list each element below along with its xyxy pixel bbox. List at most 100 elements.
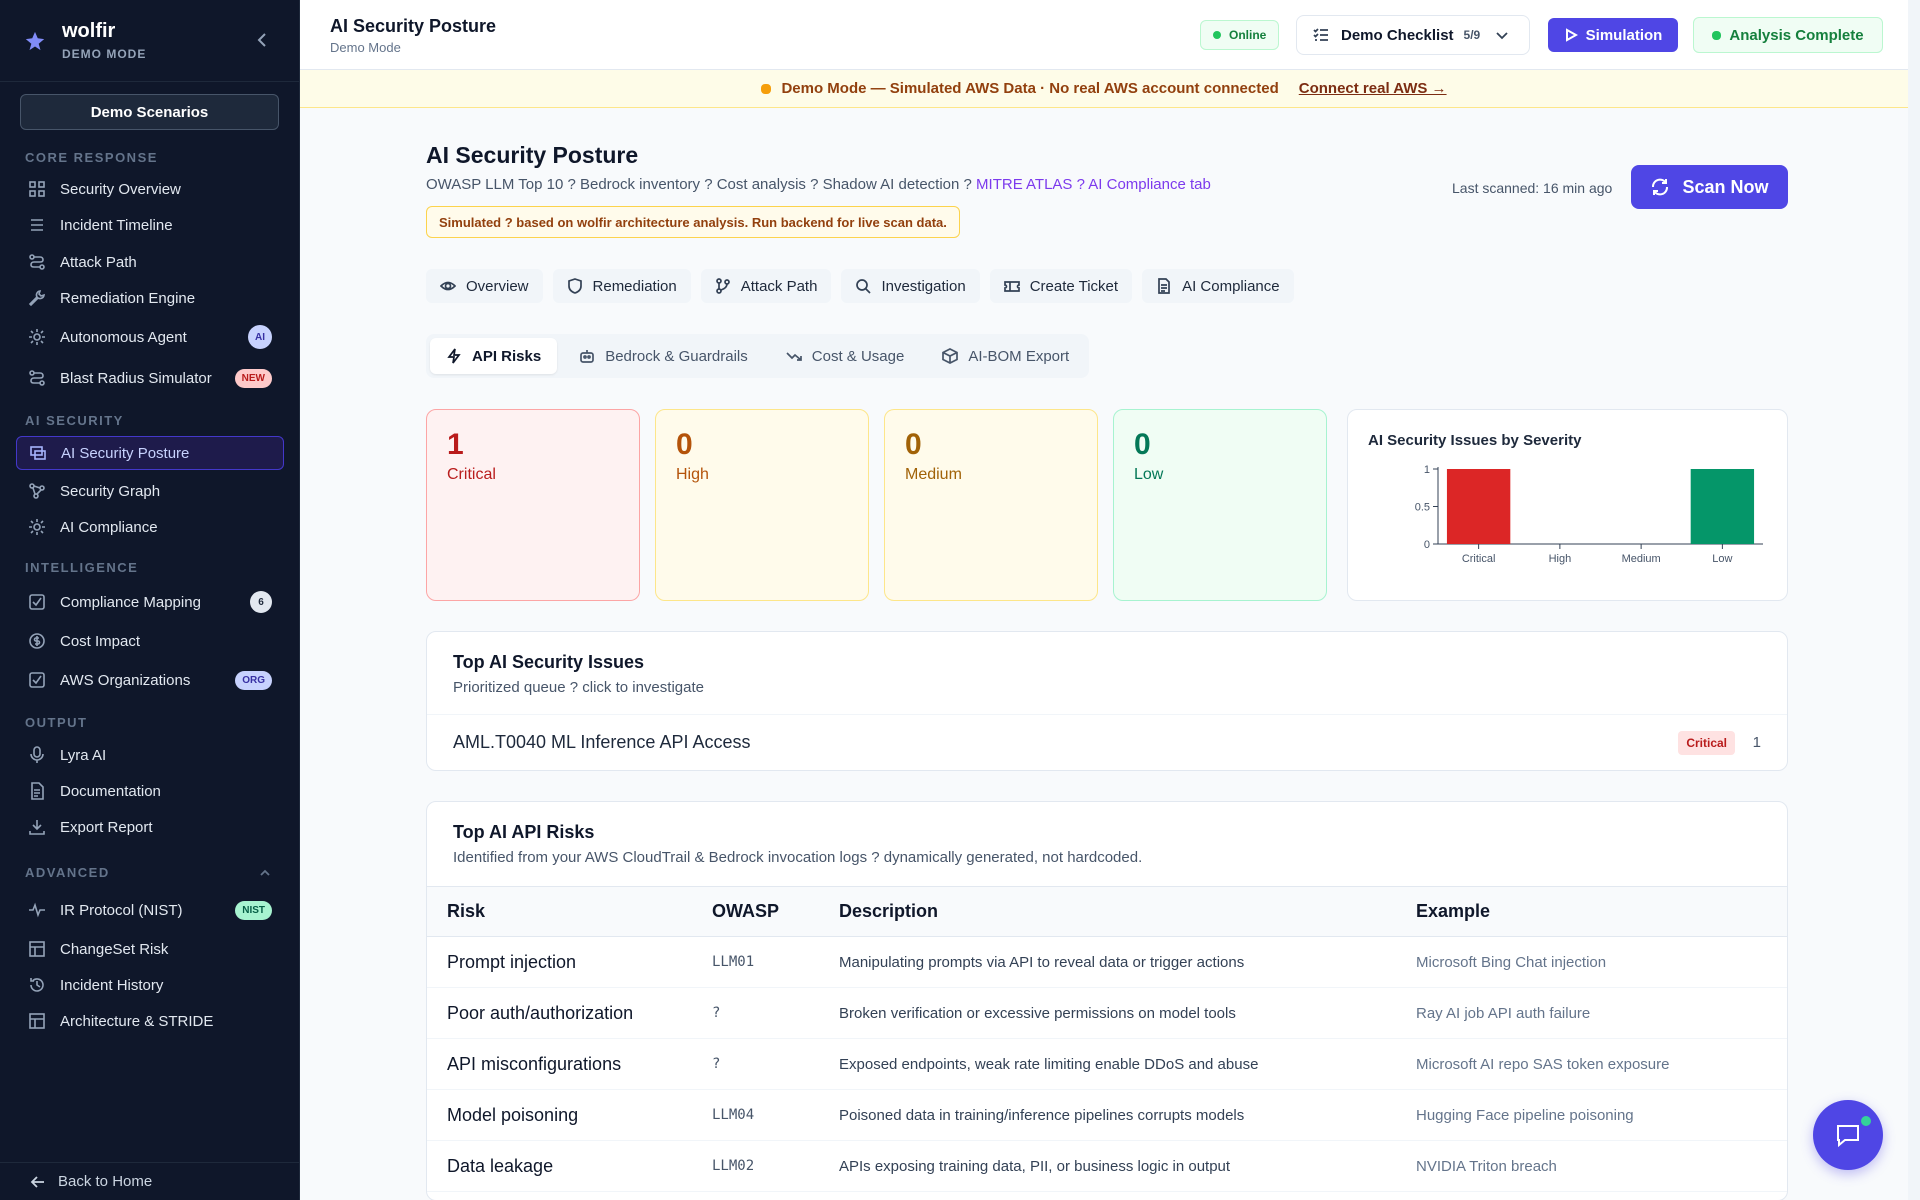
y-tick-label: 1 [1424,464,1430,476]
tab-investigation[interactable]: Investigation [841,269,980,303]
tab-label: Bedrock & Guardrails [605,347,748,365]
package-icon [942,348,959,364]
route-icon [29,254,45,270]
chevron-down-icon [1496,32,1508,40]
tab-ai-compliance[interactable]: AI Compliance [1142,269,1294,303]
collapse-sidebar-icon[interactable] [255,30,269,50]
example-cell: NVIDIA Triton breach [1416,1140,1787,1192]
org-badge: ORG [235,670,272,690]
severity-card-high[interactable]: 0 High [655,409,869,601]
checklist-label: Demo Checklist [1341,26,1454,44]
chart-title: AI Security Issues by Severity [1368,432,1582,449]
api-risks-title: Top AI API Risks [453,822,595,842]
owasp-cell: LLM02 [712,1140,839,1192]
sidebar-item-autonomous-agent[interactable]: Autonomous Agent AI [16,320,284,354]
owasp-cell: ? [712,1038,839,1090]
analysis-complete-badge: Analysis Complete [1693,17,1883,53]
tab-label: AI Compliance [1182,277,1280,295]
shield-icon [567,278,582,294]
sidebar-item-label: Incident Timeline [60,216,173,234]
back-to-home-link[interactable]: Back to Home [0,1162,300,1200]
sidebar-item-label: Lyra AI [60,746,107,764]
tab-overview[interactable]: Overview [426,269,543,303]
sidebar-item-aws-organizations[interactable]: AWS Organizations ORG [16,663,284,697]
sidebar-item-compliance-mapping[interactable]: Compliance Mapping 6 [16,585,284,619]
sidebar-item-label: Documentation [60,782,161,800]
demo-scenarios-button[interactable]: Demo Scenarios [20,94,279,130]
sidebar-item-ir-protocol[interactable]: IR Protocol (NIST) NIST [16,893,284,927]
sidebar-item-attack-path[interactable]: Attack Path [16,245,284,279]
back-to-home-label: Back to Home [58,1173,153,1190]
download-icon [29,820,45,835]
header-title: AI Security Posture [330,16,497,36]
sidebar-item-label: Security Overview [60,180,181,198]
chat-button[interactable] [1813,1100,1883,1170]
sidebar-item-label: Incident History [60,976,164,994]
tab-api-risks[interactable]: API Risks [430,338,558,374]
chevron-up-icon[interactable] [259,867,271,879]
sidebar-item-ai-compliance[interactable]: AI Compliance [16,510,284,544]
medium-count: 0 [905,428,922,461]
page-scrollbar[interactable] [1908,0,1920,1200]
sidebar-item-lyra-ai[interactable]: Lyra AI [16,738,284,772]
severity-card-medium[interactable]: 0 Medium [884,409,1098,601]
arrow-left-icon [30,1175,44,1188]
connect-aws-link[interactable]: Connect real AWS → [1298,80,1447,97]
description-cell: APIs exposing training data, PII, or bus… [839,1140,1416,1192]
ai-badge: AI [248,325,272,349]
tab-remediation[interactable]: Remediation [552,269,691,303]
description-cell: Poisoned data in training/inference pipe… [839,1089,1416,1141]
sidebar-item-remediation-engine[interactable]: Remediation Engine [16,281,284,315]
header-subtitle: Demo Mode [330,40,401,55]
issue-row[interactable]: AML.T0040 ML Inference API Access Critic… [427,714,1787,770]
play-icon [1565,28,1578,42]
sparkle-icon [29,329,45,345]
sidebar-item-export-report[interactable]: Export Report [16,810,284,844]
tab-attack-path[interactable]: Attack Path [700,269,832,303]
tab-cost-usage[interactable]: Cost & Usage [770,338,921,374]
y-tick-label: 0.5 [1415,502,1430,514]
table-row: Data leakage LLM02 APIs exposing trainin… [427,1140,1787,1192]
git-branch-icon [715,278,730,294]
checkbox-icon [29,594,45,610]
checkbox-icon [29,672,45,688]
column-header-owasp: OWASP [712,886,839,937]
simulation-button[interactable]: Simulation [1548,18,1678,52]
sidebar-item-security-graph[interactable]: Security Graph [16,474,284,508]
banner-text: Demo Mode — Simulated AWS Data · No real… [781,80,1279,97]
sidebar-item-ai-security-posture[interactable]: AI Security Posture [16,436,284,470]
severity-card-low[interactable]: 0 Low [1113,409,1327,601]
severity-card-critical[interactable]: 1 Critical [426,409,640,601]
sidebar-item-incident-history[interactable]: Incident History [16,968,284,1002]
sidebar-item-cost-impact[interactable]: Cost Impact [16,624,284,658]
mitre-atlas-link[interactable]: MITRE ATLAS ? AI Compliance tab [976,176,1211,193]
section-intelligence: INTELLIGENCE [25,560,139,575]
top-header: AI Security Posture Demo Mode Online Dem… [300,0,1920,70]
api-risks-card: Top AI API Risks Identified from your AW… [426,801,1788,1200]
trend-down-icon [786,352,802,361]
table-row: Prompt injection LLM01 Manipulating prom… [427,936,1787,988]
primary-tabs: Overview Remediation Attack Path Investi… [426,269,1294,303]
y-tick-label: 0 [1424,539,1430,551]
sidebar-item-architecture-stride[interactable]: Architecture & STRIDE [16,1004,284,1038]
sidebar-item-incident-timeline[interactable]: Incident Timeline [16,208,284,242]
sidebar-item-security-overview[interactable]: Security Overview [16,172,284,206]
sidebar-item-documentation[interactable]: Documentation [16,774,284,808]
high-label: High [676,466,709,483]
scan-now-button[interactable]: Scan Now [1631,165,1788,209]
demo-mode-banner: Demo Mode — Simulated AWS Data · No real… [300,70,1908,108]
table-icon [29,1013,45,1029]
severity-bar-chart: 0 0.5 1 Critical High Medium Low [1415,464,1763,565]
sidebar-item-changeset-risk[interactable]: ChangeSet Risk [16,932,284,966]
simulated-note: Simulated ? based on wolfir architecture… [426,206,960,238]
table-row: API misconfigurations ? Exposed endpoint… [427,1038,1787,1090]
tab-create-ticket[interactable]: Create Ticket [989,269,1133,303]
risk-cell: API misconfigurations [427,1038,712,1090]
high-count: 0 [676,428,693,461]
demo-checklist-dropdown[interactable]: Demo Checklist 5/9 [1296,15,1530,55]
sidebar-item-label: Security Graph [60,482,161,500]
column-header-example: Example [1416,886,1787,937]
tab-bedrock-guardrails[interactable]: Bedrock & Guardrails [563,338,764,374]
sidebar-item-blast-radius[interactable]: Blast Radius Simulator NEW [16,361,284,395]
tab-ai-bom-export[interactable]: AI-BOM Export [926,338,1085,374]
